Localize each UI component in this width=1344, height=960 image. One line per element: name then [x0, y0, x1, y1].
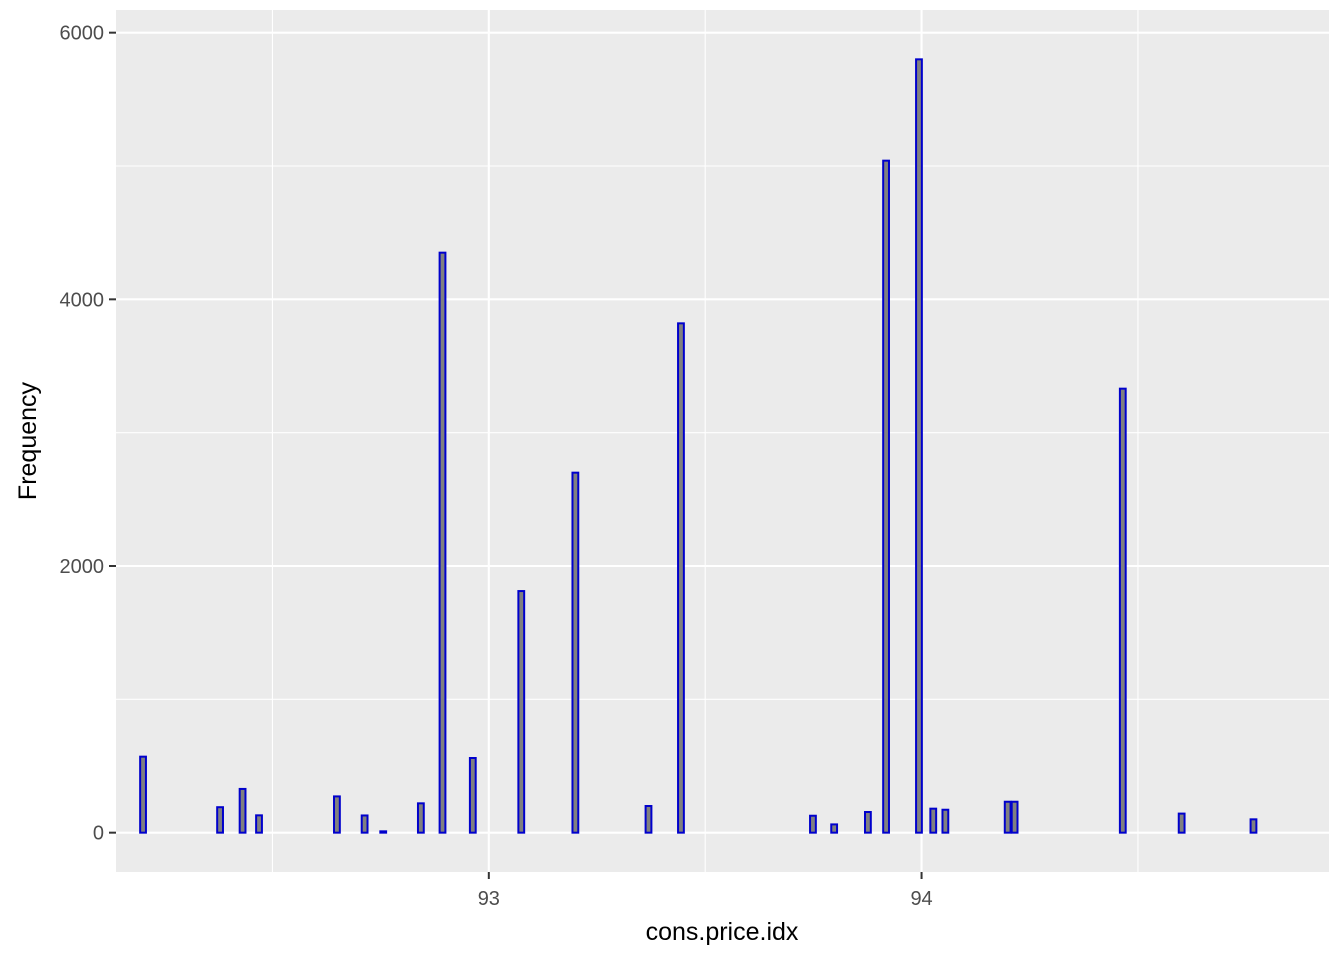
y-tick-label: 6000: [60, 23, 105, 45]
y-tick-label: 0: [93, 823, 104, 845]
y-tick-label: 4000: [60, 289, 105, 311]
plot-panel: [116, 10, 1329, 872]
histogram-bar: [809, 814, 817, 834]
histogram-bar: [333, 795, 341, 834]
histogram-bar: [1010, 800, 1019, 834]
histogram-bar: [468, 757, 477, 834]
x-axis-title: cons.price.idx: [646, 918, 799, 946]
histogram-bar: [830, 823, 839, 834]
histogram-bar: [677, 322, 685, 834]
histogram-bar: [1249, 818, 1258, 834]
histogram-bar: [517, 590, 526, 834]
histogram-bar: [139, 755, 147, 834]
histogram-bar: [929, 807, 938, 834]
x-tick-label: 93: [478, 888, 500, 910]
histogram-bar: [882, 159, 890, 834]
histogram-bar: [644, 805, 653, 834]
y-tick-label: 2000: [60, 556, 105, 578]
histogram-bar: [571, 471, 580, 834]
histogram-bar: [360, 814, 369, 834]
histogram-bar: [1003, 800, 1012, 834]
histogram-bar: [416, 802, 425, 834]
histogram-bar: [216, 806, 224, 834]
histogram-bar: [864, 811, 872, 834]
x-axis: 93 94: [478, 872, 933, 910]
histogram-bar: [255, 814, 263, 834]
histogram-bar: [941, 808, 950, 834]
bars: [139, 58, 1258, 834]
histogram-bar: [1177, 812, 1186, 834]
histogram-bar: [379, 830, 388, 834]
y-axis-title: Frequency: [14, 381, 42, 500]
histogram-bar: [1118, 387, 1127, 834]
histogram-bar: [438, 251, 447, 834]
y-axis: 0 2000 4000 6000: [60, 23, 116, 845]
histogram-bar: [915, 58, 923, 834]
x-tick-label: 94: [910, 888, 932, 910]
histogram-bar: [238, 787, 247, 834]
